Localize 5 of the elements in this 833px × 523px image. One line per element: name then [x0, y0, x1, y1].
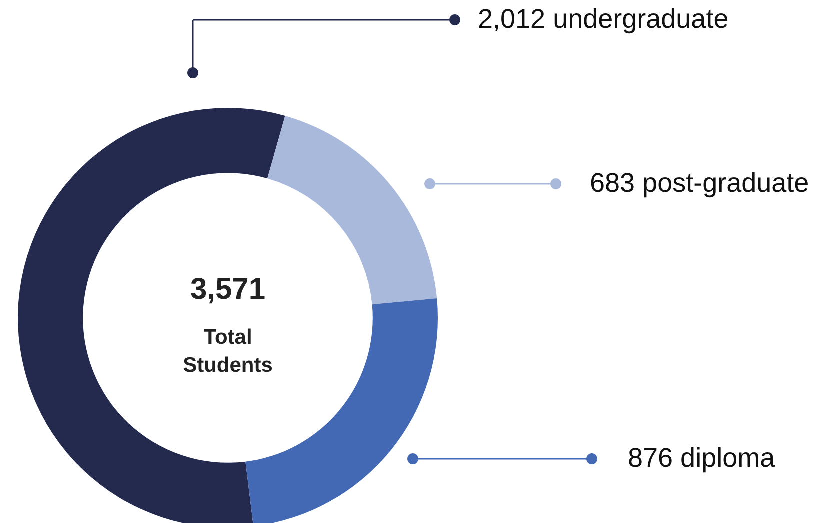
legend-label: 876 diploma: [628, 443, 776, 473]
legend-label: 2,012 undergraduate: [478, 4, 729, 34]
text: 3,571: [190, 273, 266, 306]
text: Total Students: [183, 326, 273, 377]
legend-label: 683 post-graduate: [590, 168, 810, 198]
